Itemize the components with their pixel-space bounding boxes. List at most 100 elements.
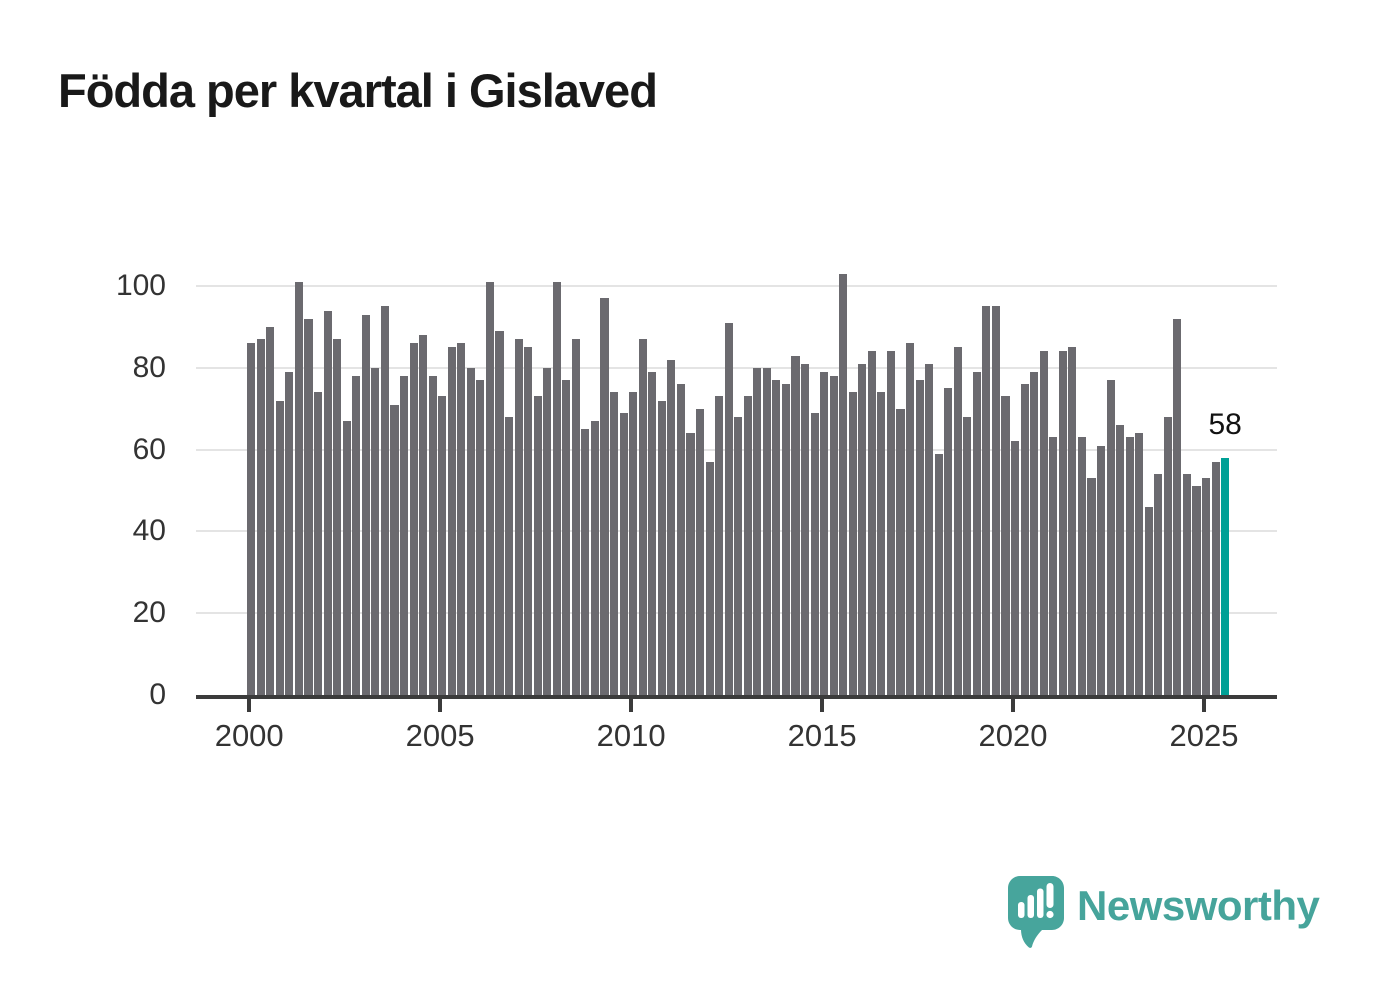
bar-2023Q4	[1154, 474, 1163, 695]
bar-2003Q1	[361, 314, 370, 695]
bar-2022Q3	[1106, 380, 1115, 695]
bar-2002Q4	[352, 375, 361, 695]
bar-2020Q1	[1011, 441, 1020, 695]
bar-2000Q3	[266, 326, 275, 695]
y-axis-tick-label-80: 80	[132, 350, 166, 384]
bar-2006Q4	[504, 416, 514, 695]
bar-2015Q3	[839, 273, 848, 695]
bar-2000Q1	[247, 343, 256, 695]
bar-2019Q3	[991, 306, 1001, 695]
bar-2015Q1	[820, 371, 829, 695]
bar-2012Q3	[724, 322, 733, 695]
bar-2017Q2	[906, 343, 915, 695]
bar-2021Q4	[1077, 437, 1086, 695]
bar-2008Q1	[552, 281, 561, 695]
gridline-y-100	[196, 285, 1277, 287]
bar-2009Q2	[600, 298, 609, 695]
bar-2000Q4	[275, 400, 284, 695]
bar-2008Q4	[581, 429, 590, 695]
bar-2023Q3	[1144, 506, 1153, 695]
bar-2018Q1	[934, 453, 943, 695]
bar-2017Q4	[925, 363, 934, 695]
bar-2014Q2	[791, 355, 800, 695]
bar-2018Q4	[963, 416, 972, 695]
bar-2018Q2	[944, 388, 953, 695]
x-axis-line	[196, 695, 1277, 699]
bar-2021Q1	[1049, 437, 1058, 695]
newsworthy-logo-icon	[1008, 876, 1064, 948]
bar-2020Q3	[1030, 371, 1039, 695]
bar-2025Q2	[1211, 461, 1220, 695]
bar-2005Q3	[457, 343, 466, 695]
bar-2015Q2	[829, 375, 838, 695]
bar-2025Q1	[1202, 478, 1211, 695]
bar-2006Q3	[495, 330, 504, 695]
bar-2003Q4	[390, 404, 399, 695]
bar-2018Q3	[953, 347, 962, 695]
bar-2004Q2	[409, 343, 418, 695]
x-axis-tick-label-2025: 2025	[1169, 718, 1239, 753]
bar-2002Q2	[333, 339, 342, 695]
bar-2004Q4	[428, 375, 437, 695]
bar-2025Q3	[1221, 457, 1230, 695]
bar-2009Q1	[590, 420, 600, 695]
bar-2023Q2	[1135, 433, 1144, 695]
x-axis-tick-2010	[628, 699, 633, 712]
x-axis-tick-label-2000: 2000	[214, 718, 284, 753]
y-axis-tick-label-60: 60	[132, 432, 166, 466]
bar-2020Q4	[1039, 351, 1048, 695]
bar-2012Q4	[734, 416, 743, 695]
x-axis-tick-2005	[437, 699, 442, 712]
bar-2016Q2	[867, 351, 876, 695]
x-axis-tick-2025	[1201, 699, 1206, 712]
bar-2003Q2	[371, 367, 380, 695]
bar-2010Q1	[629, 392, 638, 695]
bar-2009Q4	[619, 412, 628, 695]
y-axis-tick-label-100: 100	[115, 269, 166, 302]
bar-2022Q1	[1087, 478, 1096, 695]
bar-2005Q1	[438, 396, 447, 695]
bar-2004Q3	[419, 335, 428, 695]
bar-2000Q2	[256, 339, 265, 695]
bar-2007Q4	[543, 367, 552, 695]
bar-2023Q1	[1125, 437, 1134, 695]
bar-2011Q2	[676, 384, 685, 695]
bar-2010Q2	[638, 339, 647, 695]
bar-2011Q4	[695, 408, 705, 695]
bar-2001Q3	[304, 318, 313, 695]
bar-2002Q1	[323, 310, 332, 695]
bar-2001Q4	[314, 392, 323, 695]
gridline-y-80	[196, 366, 1277, 369]
y-axis-tick-label-40: 40	[132, 514, 166, 548]
bar-2017Q3	[915, 380, 924, 695]
bar-2007Q1	[514, 339, 523, 695]
bar-2003Q3	[380, 306, 389, 695]
bar-2017Q1	[896, 408, 905, 695]
bar-2007Q3	[533, 396, 542, 695]
bar-2009Q3	[610, 392, 619, 695]
bar-2016Q3	[877, 392, 886, 695]
bar-2011Q3	[686, 433, 695, 695]
x-axis-tick-label-2010: 2010	[596, 718, 666, 753]
bar-2019Q1	[972, 371, 981, 695]
bar-2001Q2	[294, 281, 304, 695]
bar-2022Q4	[1116, 425, 1125, 695]
bar-2020Q2	[1020, 384, 1029, 695]
bar-2006Q2	[485, 281, 494, 695]
bar-2005Q2	[447, 347, 456, 695]
bar-2024Q3	[1182, 474, 1191, 695]
bar-2021Q2	[1058, 351, 1067, 695]
bar-2008Q2	[562, 380, 571, 695]
bar-2016Q1	[858, 363, 867, 695]
bar-2005Q4	[466, 367, 475, 695]
bar-2024Q1	[1163, 416, 1172, 695]
bar-2012Q2	[715, 396, 724, 695]
bar-2014Q1	[781, 384, 790, 695]
x-axis-tick-label-2015: 2015	[787, 718, 857, 753]
brand-name: Newsworthy	[1077, 882, 1320, 929]
bar-2011Q1	[667, 359, 676, 695]
bar-2022Q2	[1096, 445, 1106, 695]
x-axis-tick-2015	[819, 699, 824, 712]
bar-2013Q4	[772, 380, 781, 695]
bar-2021Q3	[1068, 347, 1077, 695]
